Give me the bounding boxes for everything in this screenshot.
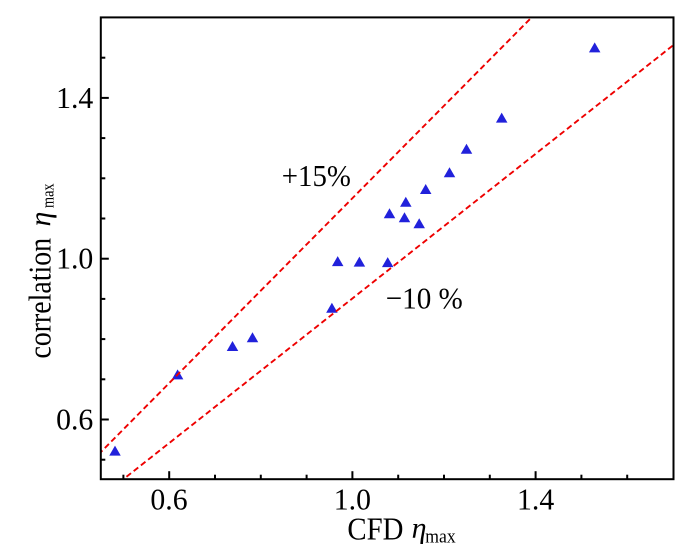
svg-text:0.6: 0.6 (150, 482, 187, 517)
svg-text:1.0: 1.0 (334, 482, 371, 517)
svg-text:0.6: 0.6 (56, 402, 93, 437)
svg-text:max: max (39, 183, 57, 208)
svg-text:η: η (412, 512, 427, 545)
svg-text:correlation: correlation (23, 238, 58, 359)
svg-text:1.4: 1.4 (517, 482, 554, 517)
svg-text:CFD: CFD (347, 511, 403, 547)
svg-text:η: η (24, 212, 57, 227)
svg-text:1.4: 1.4 (56, 80, 93, 115)
svg-text:1.0: 1.0 (56, 241, 93, 276)
svg-text:−10 %: −10 % (386, 281, 463, 316)
svg-text:+15%: +15% (282, 159, 351, 193)
svg-text:max: max (425, 526, 455, 547)
